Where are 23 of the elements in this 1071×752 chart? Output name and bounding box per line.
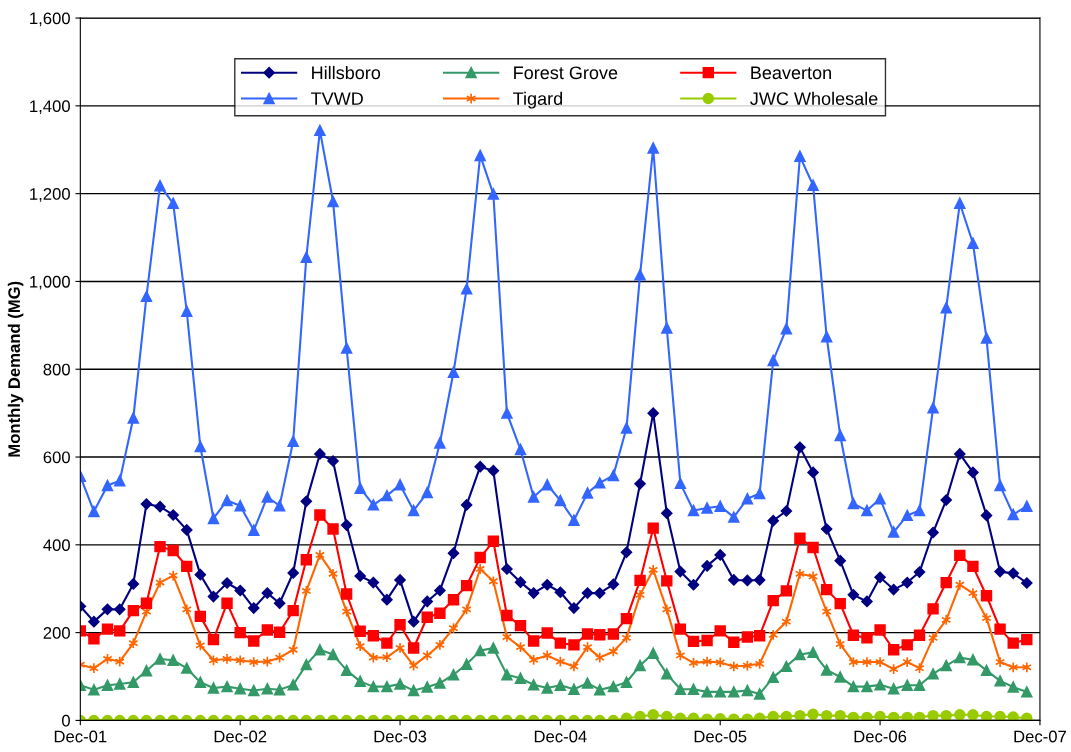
y-axis-title: Monthly Demand (MG) (7, 281, 24, 457)
x-tick-label: Dec-05 (694, 730, 747, 743)
x-tick-label: Dec-01 (54, 730, 107, 743)
legend-label: TVWD (311, 92, 363, 105)
y-tick-label: 0 (61, 714, 70, 727)
legend-label: Beaverton (751, 66, 831, 80)
y-tick-label: 1,600 (30, 12, 70, 27)
y-tick-label: 600 (43, 451, 70, 464)
y-tick-label: 1,000 (30, 275, 70, 290)
legend-label: Forest Grove (514, 66, 618, 80)
legend-label: Tigard (513, 91, 563, 109)
x-tick-label: Dec-04 (534, 730, 587, 743)
y-tick-label: 800 (43, 363, 70, 376)
y-tick-label: 1,200 (30, 188, 70, 202)
y-tick-label: 200 (43, 627, 70, 639)
x-tick-label: Dec-07 (1014, 730, 1066, 743)
x-tick-label: Dec-02 (214, 730, 267, 743)
x-tick-label: Dec-03 (374, 730, 427, 743)
y-tick-label: 1,400 (30, 100, 70, 115)
y-tick-label: 400 (43, 539, 70, 552)
legend-label: Hillsboro (312, 65, 381, 80)
x-tick-label: Dec-06 (854, 730, 907, 743)
legend-label: JWC Wholesale (750, 91, 878, 106)
